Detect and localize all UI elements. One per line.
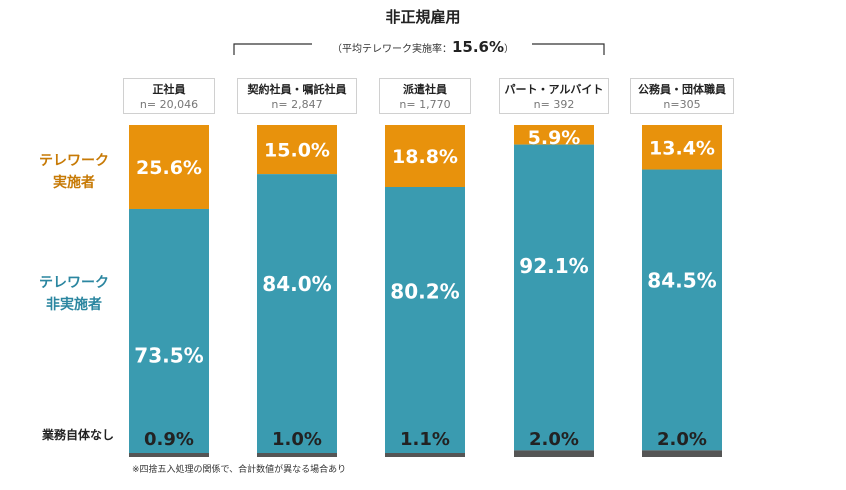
label-telework-yes: 25.6%: [136, 157, 202, 179]
bar-telework-yes: [129, 125, 209, 209]
bar-telework-no: [385, 187, 465, 453]
bar-telework-yes: [642, 125, 722, 170]
label-no-work: 2.0%: [657, 429, 707, 450]
label-no-work: 0.9%: [144, 429, 194, 450]
group-name: パート・アルバイト: [504, 83, 604, 96]
row-label-no-work: 業務自体なし: [41, 428, 114, 442]
label-no-work: 2.0%: [529, 429, 579, 450]
bar-no-work: [257, 453, 337, 457]
label-telework-no: 84.0%: [262, 272, 331, 296]
subtitle-prefix: （平均テレワーク実施率：: [331, 44, 452, 55]
chart-title: 非正規雇用: [385, 8, 461, 26]
group-name: 契約社員・嘱託社員: [247, 83, 347, 96]
label-no-work: 1.0%: [272, 429, 322, 450]
label-telework-no: 92.1%: [519, 254, 588, 278]
label-telework-no: 84.5%: [647, 268, 716, 292]
label-telework-yes: 15.0%: [264, 140, 330, 162]
footnote: ※四捨五入処理の関係で、合計数値が異なる場合あり: [132, 465, 347, 475]
sample-size: n= 2,847: [271, 98, 323, 111]
group-header: 派遣社員 n= 1,770: [379, 78, 471, 114]
sample-size: n=305: [663, 98, 701, 111]
row-label-telework-no: テレワーク 非実施者: [39, 275, 109, 313]
bar-no-work: [129, 453, 209, 457]
bar-telework-no: [129, 208, 209, 453]
label-telework-yes: 13.4%: [649, 137, 715, 159]
group-header: 正社員 n= 20,046: [123, 78, 215, 114]
bar-telework-yes: [257, 125, 337, 175]
bar-telework-no: [257, 174, 337, 453]
label-no-work: 1.1%: [400, 429, 450, 450]
bar-telework-yes: [514, 125, 594, 145]
sample-size: n= 1,770: [399, 98, 451, 111]
bar-no-work: [514, 450, 594, 457]
group-header: パート・アルバイト n= 392: [499, 78, 609, 114]
average-telework-rate: 15.6%: [451, 38, 505, 56]
bar-no-work: [385, 453, 465, 457]
group-header: 契約社員・嘱託社員 n= 2,847: [237, 78, 357, 114]
subtitle-suffix: ）: [504, 44, 515, 55]
bar-no-work: [642, 450, 722, 457]
group-name: 派遣社員: [403, 83, 447, 96]
label-telework-yes: 5.9%: [528, 127, 581, 149]
group-name: 正社員: [152, 83, 186, 96]
non-regular-bracket: [233, 43, 605, 55]
label-telework-no: 80.2%: [390, 280, 459, 304]
label-telework-no: 73.5%: [134, 344, 203, 368]
group-header: 公務員・団体職員 n=305: [630, 78, 734, 114]
chart-subtitle: （平均テレワーク実施率：15.6%）: [0, 38, 846, 56]
group-name: 公務員・団体職員: [638, 83, 726, 96]
bar-telework-no: [642, 169, 722, 451]
bar-telework-no: [514, 144, 594, 451]
label-telework-yes: 18.8%: [392, 146, 458, 168]
sample-size: n= 392: [533, 98, 575, 111]
bar-telework-yes: [385, 125, 465, 188]
sample-size: n= 20,046: [139, 98, 199, 111]
row-label-telework-yes: テレワーク 実施者: [39, 153, 109, 191]
